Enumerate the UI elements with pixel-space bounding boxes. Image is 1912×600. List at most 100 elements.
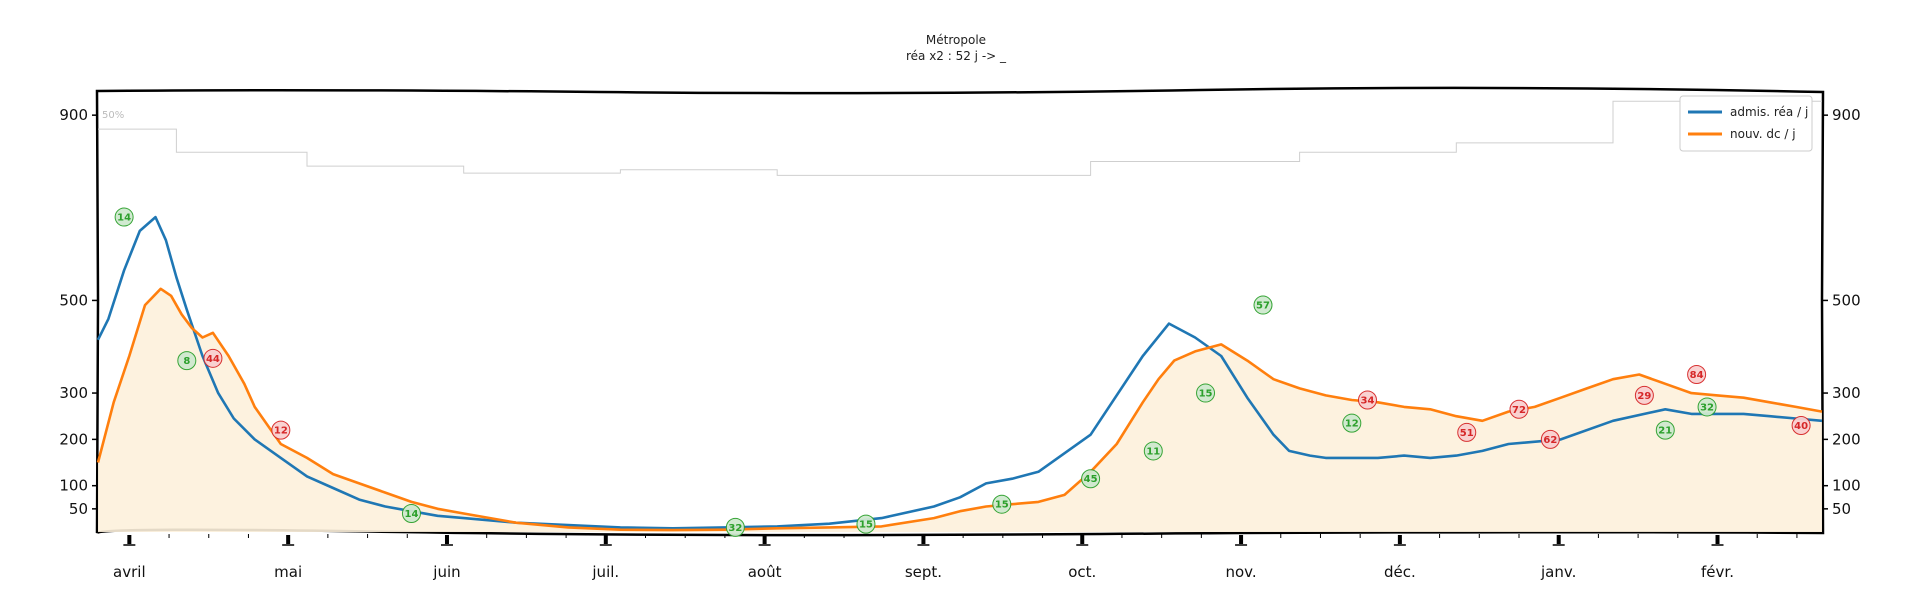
trend-badge-down: 12 (271, 420, 291, 440)
x-tick-label: sept. (905, 563, 942, 581)
legend: admis. réa / j nouv. dc / j (1679, 95, 1813, 152)
trend-badge-down: 72 (1509, 399, 1529, 419)
trend-badge-up: 57 (1253, 295, 1273, 315)
badge-label: 44 (206, 354, 220, 365)
badge-circle (992, 494, 1012, 514)
chart-title: Métropole (926, 33, 986, 47)
x-tick-mark (1715, 535, 1720, 544)
badge-circle (725, 517, 745, 537)
x-tick-label: oct. (1068, 563, 1096, 581)
x-tick-label: août (748, 563, 782, 581)
badge-circle (1457, 422, 1477, 442)
badge-label: 14 (404, 509, 418, 520)
badge-circle (401, 503, 421, 523)
badge-label: 72 (1512, 405, 1526, 416)
badge-circle (271, 420, 291, 440)
trend-badge-up: 15 (992, 494, 1012, 514)
trend-badge-down: 40 (1791, 415, 1811, 435)
x-tick-label: mai (274, 563, 302, 581)
badge-label: 12 (274, 426, 288, 437)
percent-step-line (98, 100, 1822, 176)
y-tick-label-left: 50 (69, 500, 88, 518)
x-tick-label: janv. (1540, 563, 1576, 581)
badge-label: 62 (1543, 435, 1557, 446)
x-tick-label: déc. (1384, 563, 1416, 581)
badge-label: 8 (183, 356, 190, 367)
trend-badge-up: 8 (177, 351, 197, 371)
badge-label: 32 (1700, 402, 1714, 413)
trend-badge-down: 29 (1634, 385, 1654, 405)
badge-circle (1143, 441, 1163, 461)
trend-badge-down: 51 (1457, 422, 1477, 442)
badge-label: 12 (1345, 419, 1359, 430)
badge-circle (1634, 385, 1654, 405)
chart-subtitle: réa x2 : 52 j -> _ (906, 49, 1007, 63)
badge-circle (856, 514, 876, 534)
badge-circle (177, 351, 197, 371)
legend-box (1679, 95, 1813, 152)
series-line-dc (96, 287, 1823, 532)
badge-circle (1342, 413, 1362, 433)
trend-badge-down: 44 (203, 348, 223, 368)
x-tick-mark (1556, 535, 1561, 544)
x-tick-label: févr. (1701, 563, 1734, 581)
y-axis: 50 50 100 100 200 200 300 300 500 500 900 900 (59, 106, 1860, 518)
plot-frame (95, 86, 1825, 537)
badge-label: 15 (859, 520, 873, 531)
y-tick-label-right: 100 (1832, 477, 1861, 495)
series-line-rea (96, 215, 1823, 530)
y-tick-label-left: 500 (59, 291, 88, 309)
badge-circle (114, 207, 134, 227)
x-tick-mark (127, 535, 132, 544)
badge-label: 15 (1199, 389, 1213, 400)
badge-label: 34 (1361, 396, 1375, 407)
badge-circle (1655, 420, 1675, 440)
badge-circle (1687, 365, 1707, 385)
x-tick-mark (1080, 535, 1085, 544)
trend-badge-up: 12 (1342, 413, 1362, 433)
trend-badge-up: 14 (401, 503, 421, 523)
legend-label-dc: nouv. dc / j (1730, 127, 1796, 141)
x-tick-label: juin (432, 563, 460, 581)
badge-label: 57 (1256, 301, 1270, 312)
trend-badge-up: 45 (1081, 469, 1101, 489)
y-tick-label-right: 50 (1832, 500, 1851, 518)
badge-label: 40 (1794, 421, 1808, 432)
percent-label: 50% (102, 110, 124, 121)
badge-circle (1509, 399, 1529, 419)
x-tick-mark (762, 535, 767, 544)
x-tick-mark (921, 535, 926, 544)
x-axis: avril mai juin juil. août sept. oct. nov. déc. ja… (113, 534, 1798, 581)
badge-label: 21 (1658, 426, 1672, 437)
trend-badge-up: 11 (1143, 441, 1163, 461)
badge-circle (1697, 397, 1717, 417)
badge-label: 15 (995, 500, 1009, 511)
deaths-area (98, 288, 1822, 532)
badge-circle (1253, 295, 1273, 315)
badge-circle (1196, 383, 1216, 403)
y-tick-label-right: 900 (1832, 106, 1861, 124)
trend-badges: 14 8 14 32 15 15 45 11 15 57 12 21 32 44 12 34 51 72 62 29 8… (114, 207, 1811, 537)
badge-label: 14 (117, 213, 131, 224)
y-tick-label-left: 900 (59, 106, 88, 124)
trend-badge-up: 32 (1697, 397, 1717, 417)
y-tick-label-left: 100 (59, 477, 88, 495)
y-tick-label-right: 500 (1832, 291, 1861, 309)
x-tick-label: nov. (1225, 563, 1256, 581)
badge-label: 84 (1690, 370, 1704, 381)
x-tick-label: juil. (591, 563, 619, 581)
x-tick-label: avril (113, 563, 146, 581)
trend-badge-down: 34 (1357, 390, 1377, 410)
badge-circle (203, 348, 223, 368)
daily-deaths-fill (98, 288, 1822, 532)
badge-circle (1081, 469, 1101, 489)
y-tick-label-right: 300 (1832, 384, 1861, 402)
badge-label: 29 (1637, 391, 1651, 402)
badge-label: 45 (1084, 474, 1098, 485)
badge-circle (1791, 415, 1811, 435)
y-tick-label-right: 200 (1832, 430, 1861, 448)
x-tick-mark (286, 535, 291, 544)
badge-label: 51 (1460, 428, 1474, 439)
trend-badge-up: 21 (1655, 420, 1675, 440)
